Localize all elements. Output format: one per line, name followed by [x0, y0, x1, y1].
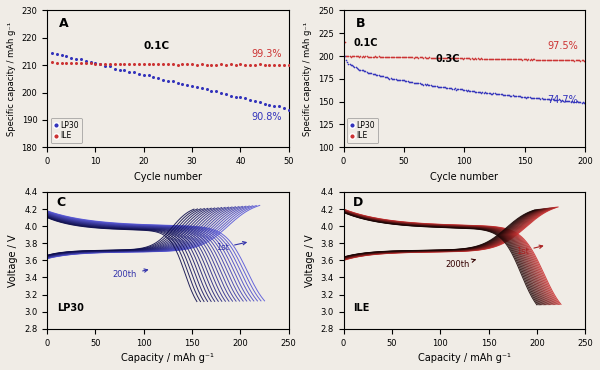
- Text: 0.1C: 0.1C: [353, 38, 378, 48]
- Text: 200th: 200th: [113, 269, 148, 279]
- Text: C: C: [57, 196, 66, 209]
- Text: D: D: [353, 196, 364, 209]
- Text: 0.3C: 0.3C: [436, 54, 460, 64]
- Text: 200th: 200th: [445, 259, 475, 269]
- Legend: LP30, ILE: LP30, ILE: [347, 118, 378, 144]
- Text: 1st: 1st: [216, 242, 246, 252]
- Text: ILE: ILE: [353, 303, 370, 313]
- Y-axis label: Voltage / V: Voltage / V: [8, 234, 19, 287]
- Text: A: A: [59, 17, 69, 30]
- Text: 1st: 1st: [515, 245, 542, 256]
- X-axis label: Cycle number: Cycle number: [430, 172, 499, 182]
- X-axis label: Capacity / mAh g⁻¹: Capacity / mAh g⁻¹: [121, 353, 214, 363]
- Y-axis label: Specific capacity / mAh g⁻¹: Specific capacity / mAh g⁻¹: [304, 22, 313, 136]
- Text: 97.5%: 97.5%: [547, 41, 578, 51]
- Legend: LP30, ILE: LP30, ILE: [51, 118, 82, 144]
- X-axis label: Cycle number: Cycle number: [134, 172, 202, 182]
- Text: B: B: [356, 17, 365, 30]
- Y-axis label: Specific capacity / mAh g⁻¹: Specific capacity / mAh g⁻¹: [7, 22, 16, 136]
- Text: LP30: LP30: [57, 303, 83, 313]
- Text: 0.1C: 0.1C: [144, 41, 170, 51]
- Y-axis label: Voltage / V: Voltage / V: [305, 234, 315, 287]
- X-axis label: Capacity / mAh g⁻¹: Capacity / mAh g⁻¹: [418, 353, 511, 363]
- Text: 99.3%: 99.3%: [251, 49, 281, 59]
- Text: 90.8%: 90.8%: [251, 112, 281, 122]
- Text: 74.7%: 74.7%: [547, 95, 578, 105]
